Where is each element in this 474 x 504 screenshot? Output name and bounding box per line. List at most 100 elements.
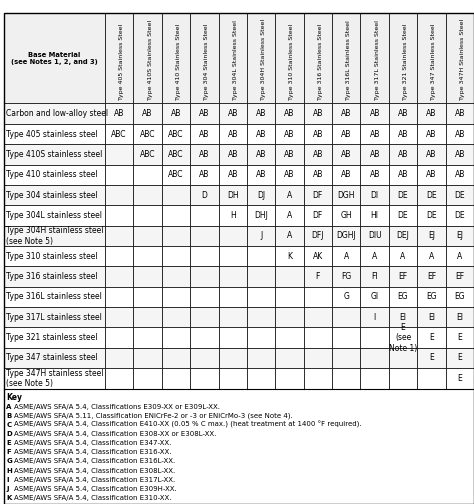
Bar	[133, 13, 162, 103]
Bar	[4, 348, 105, 368]
Text: Type 317L stainless steel: Type 317L stainless steel	[6, 313, 101, 322]
Bar	[446, 328, 474, 348]
Bar	[133, 185, 162, 205]
Bar	[275, 205, 304, 226]
Text: DGH: DGH	[337, 191, 355, 200]
Text: GH: GH	[340, 211, 352, 220]
Bar	[417, 287, 446, 307]
Text: AB: AB	[199, 150, 210, 159]
Text: Type 317L Stainless Steel: Type 317L Stainless Steel	[374, 20, 380, 100]
Bar	[105, 348, 133, 368]
Text: H: H	[230, 211, 236, 220]
Text: K: K	[6, 495, 11, 501]
Text: AB: AB	[455, 109, 465, 118]
Text: F: F	[316, 272, 320, 281]
Bar	[4, 164, 105, 185]
Bar	[133, 348, 162, 368]
Bar	[417, 103, 446, 124]
Bar	[389, 307, 417, 328]
Text: AB: AB	[199, 109, 210, 118]
Bar	[105, 328, 133, 348]
Text: Carbon and low-alloy steel: Carbon and low-alloy steel	[6, 109, 108, 118]
Bar	[360, 287, 389, 307]
Bar	[275, 266, 304, 287]
Bar	[105, 144, 133, 164]
Text: AB: AB	[398, 150, 408, 159]
Text: AB: AB	[228, 150, 238, 159]
Text: ASME/AWS SFA/A 5.4, Classification E347-XX.: ASME/AWS SFA/A 5.4, Classification E347-…	[14, 440, 172, 446]
Text: AB: AB	[171, 109, 181, 118]
Text: DJ: DJ	[257, 191, 265, 200]
Text: AB: AB	[284, 109, 295, 118]
Bar	[417, 124, 446, 144]
Bar	[446, 205, 474, 226]
Text: FG: FG	[341, 272, 351, 281]
Text: E: E	[429, 353, 434, 362]
Bar	[389, 124, 417, 144]
Bar	[332, 13, 360, 103]
Text: AB: AB	[369, 130, 380, 139]
Text: G: G	[343, 292, 349, 301]
Bar	[332, 307, 360, 328]
Bar	[247, 13, 275, 103]
Bar	[332, 246, 360, 266]
Bar	[389, 266, 417, 287]
Bar	[389, 103, 417, 124]
Bar	[360, 144, 389, 164]
Bar	[219, 144, 247, 164]
Text: A: A	[344, 251, 349, 261]
Text: C: C	[6, 422, 11, 428]
Text: AB: AB	[256, 130, 266, 139]
Bar	[247, 287, 275, 307]
Bar	[133, 328, 162, 348]
Bar	[133, 205, 162, 226]
Bar	[304, 368, 332, 389]
Text: A: A	[457, 251, 463, 261]
Text: HI: HI	[371, 211, 379, 220]
Bar	[4, 205, 105, 226]
Text: EF: EF	[455, 272, 465, 281]
Bar	[247, 368, 275, 389]
Text: AB: AB	[228, 170, 238, 179]
Bar	[219, 368, 247, 389]
Bar	[219, 103, 247, 124]
Bar	[190, 266, 219, 287]
Text: DE: DE	[455, 211, 465, 220]
Bar	[219, 13, 247, 103]
Text: AB: AB	[199, 130, 210, 139]
Text: DHJ: DHJ	[254, 211, 268, 220]
Bar	[446, 103, 474, 124]
Bar	[304, 328, 332, 348]
Bar	[247, 246, 275, 266]
Text: EG: EG	[426, 292, 437, 301]
Text: AB: AB	[284, 150, 295, 159]
Text: ASME/AWS SFA/A 5.4, Classification E308L-XX.: ASME/AWS SFA/A 5.4, Classification E308L…	[14, 468, 175, 474]
Bar	[190, 185, 219, 205]
Text: AB: AB	[426, 109, 437, 118]
Bar	[162, 164, 190, 185]
Bar	[417, 185, 446, 205]
Bar	[332, 103, 360, 124]
Bar	[247, 103, 275, 124]
Bar	[389, 348, 417, 368]
Text: A: A	[401, 251, 406, 261]
Text: EJ: EJ	[428, 231, 435, 240]
Bar	[275, 328, 304, 348]
Text: AB: AB	[341, 130, 351, 139]
Bar	[4, 144, 105, 164]
Bar	[417, 328, 446, 348]
Bar	[332, 144, 360, 164]
Text: AB: AB	[313, 109, 323, 118]
Text: E
(see
Note 1): E (see Note 1)	[389, 323, 417, 352]
Bar	[105, 205, 133, 226]
Text: Type 316 Stainless Steel: Type 316 Stainless Steel	[318, 23, 323, 100]
Bar	[247, 266, 275, 287]
Text: DE: DE	[455, 191, 465, 200]
Text: ASME/AWS SFA/A 5.4, Classification E316L-XX.: ASME/AWS SFA/A 5.4, Classification E316L…	[14, 459, 175, 465]
Bar	[4, 307, 105, 328]
Bar	[4, 13, 105, 103]
Bar	[133, 266, 162, 287]
Text: ASME/AWS SFA/A 5.4, Classification E410-XX (0.05 % C max.) (heat treatment at 14: ASME/AWS SFA/A 5.4, Classification E410-…	[14, 421, 362, 428]
Bar	[162, 185, 190, 205]
Bar	[4, 185, 105, 205]
